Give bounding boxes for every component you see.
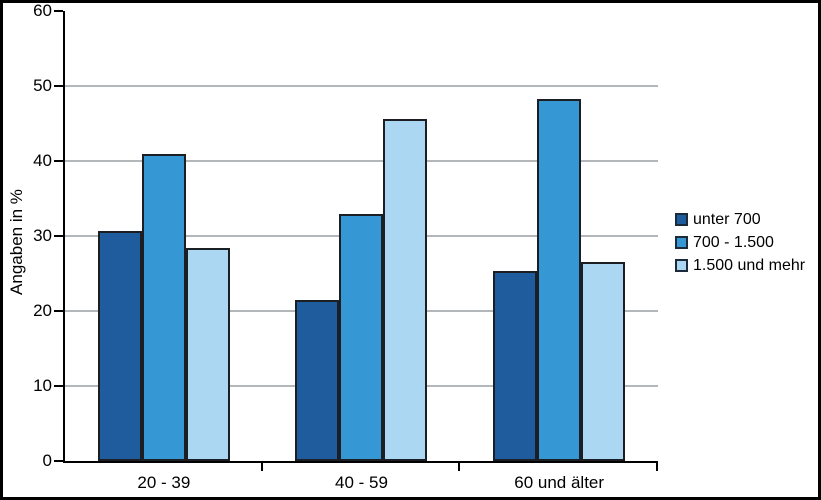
- y-tick-label: 40: [33, 151, 52, 170]
- legend-swatch: [675, 213, 688, 226]
- bar: [581, 262, 625, 461]
- y-tick-label: 20: [33, 301, 52, 320]
- y-tick-label: 60: [33, 1, 52, 20]
- bar: [537, 99, 581, 461]
- y-axis-tick: [54, 160, 63, 162]
- legend-item: 700 - 1.500: [675, 231, 805, 254]
- legend-item: 1.500 und mehr: [675, 254, 805, 277]
- bar: [383, 119, 427, 461]
- y-tick-label: 50: [33, 76, 52, 95]
- bar: [98, 231, 142, 461]
- legend-label: 1.500 und mehr: [693, 256, 806, 274]
- legend-label: unter 700: [693, 210, 761, 228]
- gridline: [65, 85, 658, 87]
- y-tick-label: 30: [33, 226, 52, 245]
- gridline: [65, 160, 658, 162]
- x-axis-line: [63, 461, 658, 463]
- bar: [295, 300, 339, 461]
- x-category-label: 20 - 39: [137, 473, 191, 492]
- x-category-label: 60 und älter: [514, 473, 605, 492]
- y-axis-tick: [54, 460, 63, 462]
- legend-swatch: [675, 259, 688, 272]
- y-tick-label: 10: [33, 376, 52, 395]
- x-axis-tick: [656, 463, 658, 471]
- x-axis-tick: [260, 463, 263, 471]
- bar: [339, 214, 383, 461]
- legend-swatch: [675, 236, 688, 249]
- y-axis-tick: [54, 385, 63, 387]
- y-axis-tick: [54, 235, 63, 237]
- bar: [142, 154, 186, 461]
- legend-item: unter 700: [675, 208, 805, 231]
- legend: unter 700 700 - 1.500 1.500 und mehr: [675, 208, 805, 277]
- bar: [186, 248, 230, 461]
- x-category-label: 40 - 59: [335, 473, 388, 492]
- legend-label: 700 - 1.500: [693, 233, 774, 251]
- x-axis-tick: [458, 463, 461, 471]
- y-axis-line: [63, 11, 65, 463]
- y-tick-label: 0: [42, 451, 52, 470]
- y-axis-tick: [54, 10, 63, 12]
- y-axis-tick: [54, 310, 63, 312]
- y-axis-tick: [54, 85, 63, 87]
- bar: [493, 271, 537, 461]
